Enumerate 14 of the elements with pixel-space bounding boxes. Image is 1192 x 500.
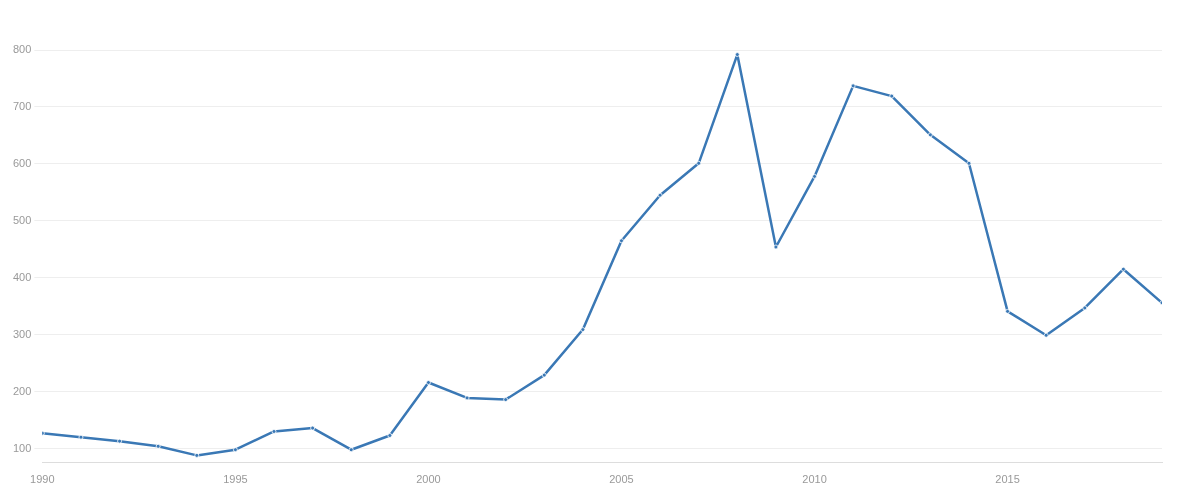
y-tick-label: 300 [12, 327, 32, 340]
x-tick-label: 2015 [995, 473, 1020, 486]
y-tick-label: 200 [12, 384, 32, 397]
y-tick-label: 400 [12, 270, 32, 283]
x-tick-label: 2005 [609, 473, 634, 486]
y-tick-label: 500 [12, 213, 32, 226]
y-tick-label: 700 [12, 99, 32, 112]
x-tick-label: 2010 [802, 473, 827, 486]
x-tick-label: 1990 [30, 473, 55, 486]
y-tick-label: 800 [12, 43, 32, 56]
y-tick-label: 100 [12, 441, 32, 454]
x-tick-label: 2000 [416, 473, 441, 486]
y-tick-label: 600 [12, 156, 32, 169]
x-tick-label: 1995 [223, 473, 248, 486]
